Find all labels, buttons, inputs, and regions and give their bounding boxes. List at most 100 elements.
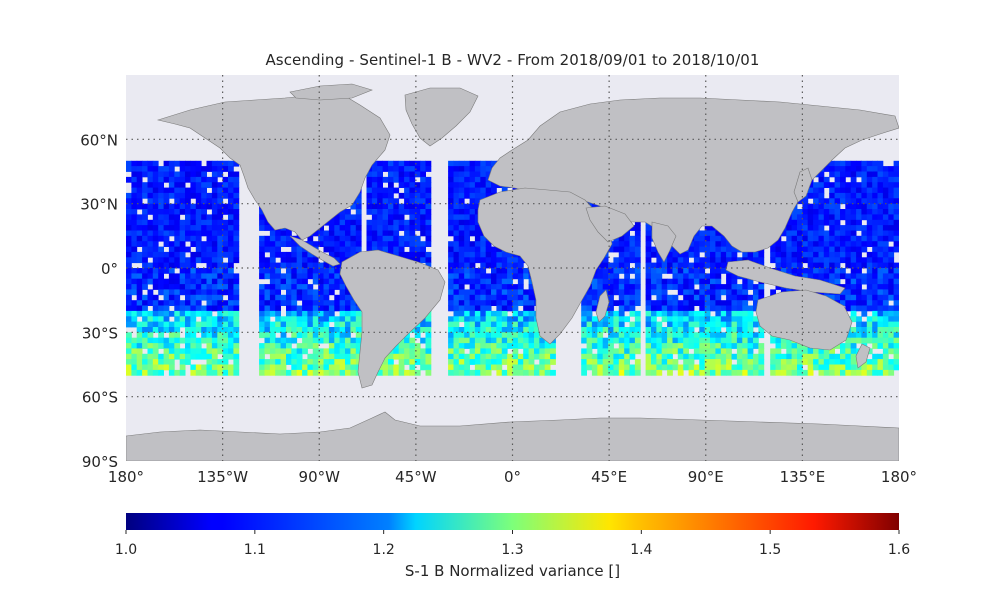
- variance-cell: [829, 268, 835, 274]
- variance-cell: [807, 235, 814, 242]
- variance-cell: [371, 176, 378, 183]
- variance-cell: [823, 348, 830, 355]
- variance-cell: [786, 246, 793, 253]
- variance-cell: [136, 235, 143, 242]
- variance-cell: [861, 203, 868, 210]
- variance-cell: [850, 230, 857, 237]
- variance-cell: [345, 300, 351, 306]
- variance-cell: [496, 294, 503, 301]
- variance-cell: [496, 359, 503, 365]
- variance-cell: [710, 332, 716, 339]
- variance-cell: [453, 209, 460, 215]
- variance-cell: [312, 289, 319, 296]
- variance-cell: [142, 359, 148, 365]
- variance-cell: [233, 209, 240, 215]
- variance-cell: [163, 294, 170, 301]
- variance-cell: [720, 343, 727, 349]
- variance-cell: [163, 225, 170, 231]
- variance-cell: [377, 225, 383, 231]
- variance-cell: [174, 230, 181, 237]
- variance-cell: [651, 343, 657, 349]
- variance-cell: [158, 310, 164, 317]
- variance-cell: [147, 235, 154, 242]
- variance-cell: [683, 310, 689, 317]
- variance-cell: [758, 359, 765, 365]
- variance-cell: [168, 300, 175, 306]
- variance-cell: [185, 257, 191, 264]
- variance-cell: [453, 241, 460, 247]
- variance-cell: [302, 294, 308, 301]
- variance-cell: [496, 268, 503, 274]
- variance-cell: [328, 241, 335, 247]
- variance-cell: [398, 251, 405, 258]
- variance-cell: [731, 369, 738, 376]
- variance-cell: [834, 176, 841, 183]
- variance-cell: [404, 343, 410, 349]
- variance-cell: [414, 257, 421, 264]
- variance-cell: [259, 327, 265, 333]
- variance-cell: [211, 171, 218, 178]
- variance-cell: [823, 214, 830, 221]
- variance-cell: [742, 332, 749, 339]
- variance-cell: [233, 251, 240, 258]
- variance-cell: [280, 348, 287, 355]
- variance-cell: [699, 310, 706, 317]
- variance-cell: [179, 359, 186, 365]
- variance-cell: [758, 289, 765, 296]
- variance-cell: [222, 300, 229, 306]
- variance-cell: [345, 327, 351, 333]
- variance-cell: [185, 268, 191, 274]
- variance-cell: [845, 219, 852, 226]
- variance-cell: [634, 364, 641, 371]
- variance-cell: [469, 209, 476, 215]
- variance-cell: [850, 332, 857, 339]
- variance-cell: [856, 327, 862, 333]
- variance-cell: [813, 230, 819, 237]
- variance-cell: [866, 176, 873, 183]
- variance-cell: [872, 305, 878, 312]
- variance-cell: [710, 316, 716, 323]
- variance-cell: [485, 182, 492, 188]
- variance-cell: [296, 369, 303, 376]
- variance-cell: [586, 327, 593, 333]
- variance-cell: [464, 182, 470, 188]
- variance-cell: [656, 321, 663, 328]
- variance-cell: [813, 219, 819, 226]
- variance-cell: [872, 225, 878, 231]
- variance-cell: [131, 230, 138, 237]
- variance-cell: [780, 353, 787, 360]
- variance-cell: [382, 198, 389, 205]
- variance-cell: [126, 241, 132, 247]
- variance-cell: [201, 353, 207, 360]
- variance-cell: [528, 343, 535, 349]
- variance-cell: [414, 160, 421, 167]
- variance-cell: [715, 257, 722, 264]
- variance-cell: [507, 262, 513, 269]
- variance-cell: [275, 359, 281, 365]
- variance-cell: [222, 284, 229, 290]
- variance-cell: [480, 369, 487, 376]
- variance-cell: [474, 343, 481, 349]
- variance-cell: [174, 343, 181, 349]
- variance-cell: [581, 364, 587, 371]
- variance-cell: [856, 294, 862, 301]
- variance-cell: [264, 235, 271, 242]
- variance-cell: [264, 273, 271, 280]
- variance-cell: [856, 182, 862, 188]
- variance-cell: [840, 187, 846, 194]
- variance-cell: [742, 294, 749, 301]
- variance-cell: [307, 327, 314, 333]
- variance-cell: [770, 337, 776, 344]
- variance-cell: [464, 337, 470, 344]
- variance-cell: [414, 166, 421, 172]
- variance-cell: [259, 225, 265, 231]
- variance-cell: [185, 321, 191, 328]
- variance-cell: [393, 160, 400, 167]
- variance-cell: [501, 257, 508, 264]
- variance-cell: [474, 187, 481, 194]
- variance-cell: [264, 294, 271, 301]
- variance-cell: [280, 369, 287, 376]
- variance-cell: [458, 310, 465, 317]
- variance-cell: [629, 353, 636, 360]
- variance-cell: [877, 305, 884, 312]
